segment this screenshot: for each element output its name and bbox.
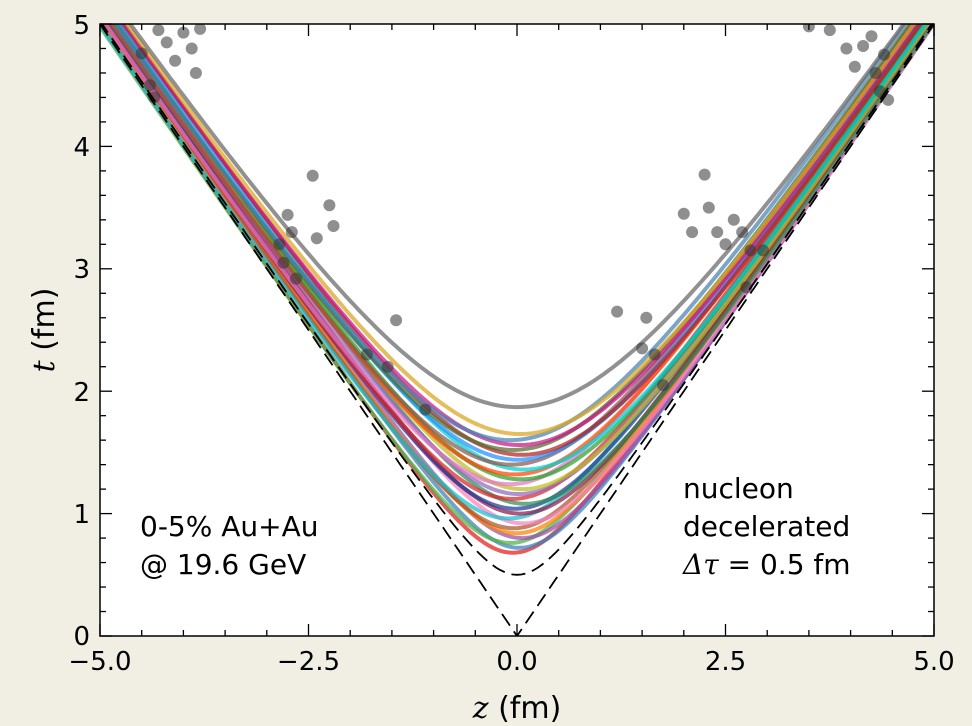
data-point — [757, 244, 769, 257]
curves-layer — [100, 24, 934, 555]
data-point — [152, 24, 165, 37]
annotation-decelerated: decelerated — [683, 510, 850, 543]
data-point — [648, 348, 661, 361]
data-point — [740, 281, 753, 294]
points-layer — [135, 24, 895, 416]
x-tick-label: −5.0 — [68, 647, 131, 677]
y-tick-label: 1 — [73, 500, 90, 530]
data-point — [698, 168, 711, 181]
x-tick-label: 5.0 — [913, 647, 954, 677]
data-point — [290, 272, 302, 285]
annotation-nucleon: nucleon — [683, 472, 794, 505]
data-point — [744, 244, 757, 257]
x-tick-label: 2.5 — [705, 647, 746, 677]
data-point — [848, 60, 861, 73]
x-axis-label: z (fm) — [472, 691, 562, 726]
data-point — [736, 226, 749, 239]
data-point — [277, 256, 290, 269]
ticks-layer — [99, 23, 935, 637]
hyperbola-reference-curve — [101, 24, 933, 576]
trajectory-curve — [124, 24, 917, 436]
x-tick-label: 0.0 — [496, 647, 537, 677]
y-tick-label: 4 — [73, 133, 90, 163]
annotation-delta-tau: Δτ = 0.5 fm — [682, 548, 851, 581]
data-point — [144, 79, 156, 92]
data-point — [160, 36, 173, 49]
data-point — [273, 238, 286, 251]
annotation-collision-system: 0-5% Au+Au — [140, 510, 319, 543]
y-tick-label: 3 — [73, 255, 90, 285]
trajectory-curve — [112, 24, 908, 443]
data-point — [360, 348, 373, 361]
x-tick-label: −2.5 — [277, 647, 340, 677]
trajectory-curve — [127, 24, 907, 410]
data-point — [640, 311, 653, 324]
data-point — [702, 201, 715, 214]
data-point — [657, 379, 669, 392]
data-point — [865, 30, 878, 43]
data-point — [840, 42, 853, 55]
data-point — [189, 67, 202, 79]
trajectory-curve — [120, 24, 919, 447]
data-point — [194, 24, 207, 35]
data-point — [823, 24, 836, 37]
y-axis-label: t (fm) — [27, 288, 62, 373]
data-point — [677, 207, 690, 220]
data-point — [390, 314, 403, 327]
annotation-energy: @ 19.6 GeV — [140, 548, 306, 581]
data-point — [719, 238, 732, 251]
data-point — [281, 208, 294, 221]
y-tick-label: 2 — [73, 378, 90, 408]
trajectory-curve — [109, 24, 932, 516]
data-point — [419, 403, 432, 416]
y-tick-label: 0 — [73, 622, 90, 652]
data-point — [636, 342, 649, 355]
data-point — [857, 40, 870, 52]
data-point — [869, 67, 882, 79]
data-point — [381, 360, 394, 373]
data-point — [327, 220, 340, 232]
data-point — [686, 226, 699, 239]
data-point — [878, 48, 890, 61]
data-point — [310, 232, 323, 245]
data-point — [323, 199, 336, 212]
data-point — [185, 42, 198, 55]
reference-layer — [100, 24, 934, 636]
data-point — [306, 169, 319, 182]
data-point — [285, 226, 298, 239]
data-point — [177, 26, 190, 39]
y-tick-label: 5 — [73, 11, 90, 41]
data-point — [727, 213, 740, 226]
data-point — [135, 47, 148, 60]
data-point — [169, 54, 182, 67]
data-point — [711, 226, 724, 239]
data-point — [611, 305, 624, 318]
